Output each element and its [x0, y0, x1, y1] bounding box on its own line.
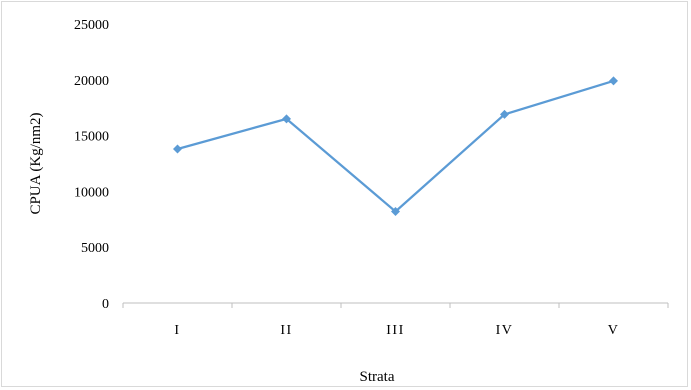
data-point-marker: [282, 114, 291, 124]
y-tick-label: 10000: [74, 185, 109, 200]
series-line: [177, 79, 614, 213]
x-axis-tick-marks: [122, 303, 669, 308]
data-point-marker: [391, 206, 400, 216]
y-axis-title: CPUA (Kg/nm2): [28, 112, 44, 214]
data-point-marker: [173, 144, 182, 154]
x-axis-title: Strata: [360, 369, 395, 385]
x-tick-label: V: [608, 323, 620, 338]
x-tick-label: II: [280, 323, 292, 338]
x-tick-label: IV: [496, 323, 514, 338]
data-point-marker: [609, 76, 618, 86]
x-tick-label: III: [386, 323, 405, 338]
x-tick-label: I: [174, 323, 180, 338]
y-tick-label: 15000: [74, 130, 109, 145]
y-tick-label: 20000: [74, 74, 109, 89]
data-point-marker: [500, 109, 509, 119]
y-tick-labels: 0 5000 10000 15000 20000 25000: [74, 18, 109, 312]
y-tick-label: 25000: [74, 18, 109, 33]
y-tick-label: 0: [102, 297, 109, 312]
y-tick-label: 5000: [81, 241, 109, 256]
x-tick-labels: I II III IV V: [174, 323, 620, 338]
series-markers: [173, 76, 618, 216]
